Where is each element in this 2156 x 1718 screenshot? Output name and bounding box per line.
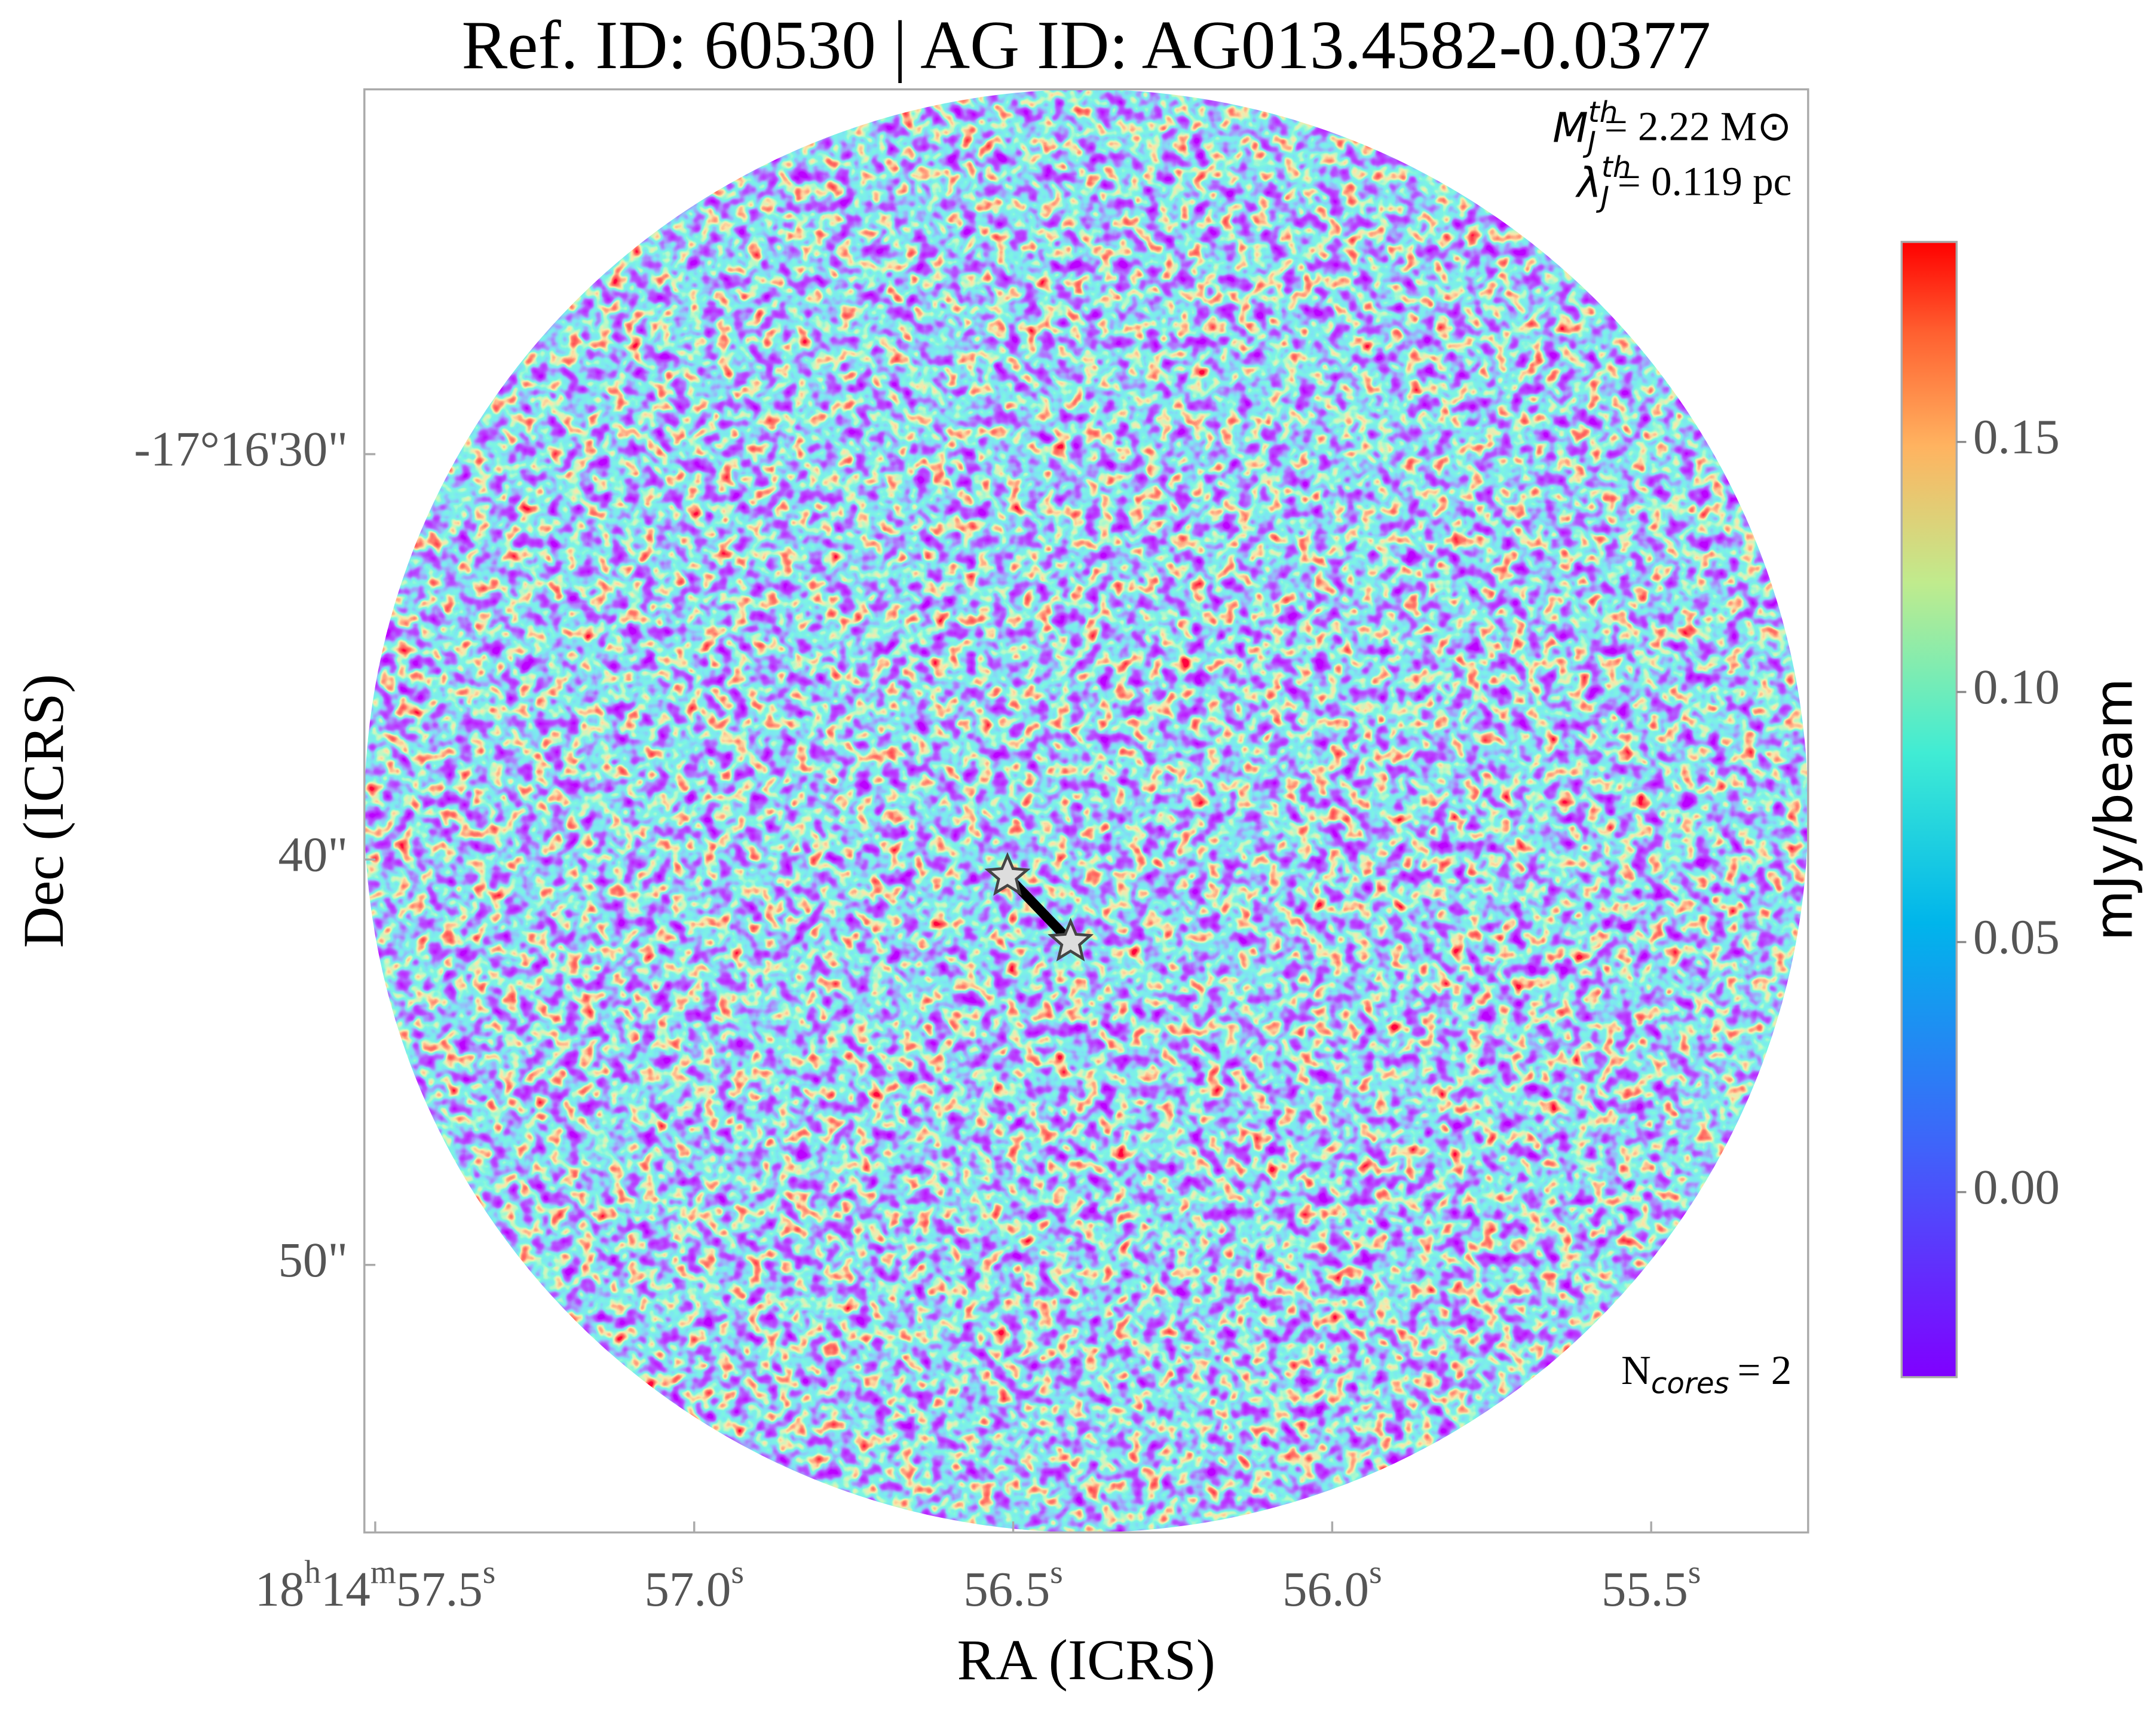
annotation-sup: th [1601, 151, 1631, 184]
tick-label-part: m [370, 1553, 396, 1590]
x-tick-label: 56.0s [1282, 1553, 1382, 1616]
tick-label-part: h [304, 1553, 321, 1590]
y-tick-label: -17°16'30" [134, 421, 348, 476]
annotation: Ncores = 2 [1621, 1348, 1791, 1401]
annotation-rest: = 2.22 M⊙ [1604, 103, 1791, 149]
x-axis-label: RA (ICRS) [957, 1628, 1215, 1692]
tick-label-part: s [1369, 1553, 1382, 1590]
tick-label-part: 56.5 [963, 1561, 1050, 1616]
chart-title: Ref. ID: 60530 | AG ID: AG013.4582-0.037… [462, 7, 1711, 83]
tick-label-part: 14 [321, 1561, 370, 1616]
colorbar [1900, 241, 1958, 1379]
annotation-rest: = 0.119 pc [1618, 158, 1791, 204]
x-tick-label: 18h14m57.5s [255, 1553, 496, 1616]
annotation-sub: cores [1651, 1367, 1729, 1400]
colorbar-tick-label: 0.10 [1973, 659, 2060, 714]
tick-label-part: s [1688, 1553, 1701, 1590]
annotation-rest: = 2 [1738, 1348, 1792, 1393]
y-tick-label: 50" [278, 1232, 348, 1287]
colorbar-tick-label: 0.15 [1973, 409, 2060, 464]
core-marker [1048, 917, 1094, 961]
tick-label-part: 57.0 [645, 1561, 731, 1616]
colorbar-tick-label: 0.05 [1973, 909, 2060, 964]
colorbar-tick-label: 0.00 [1973, 1159, 2060, 1214]
annotation: λth J = 0.119 pc [1575, 151, 1791, 215]
x-tick-label: 55.5s [1601, 1553, 1701, 1616]
intensity-map [364, 89, 1808, 1533]
tick-label-part: 55.5 [1601, 1561, 1688, 1616]
annotation-sup: th [1588, 96, 1618, 129]
tick-label-part: s [483, 1553, 495, 1590]
plot-frame [363, 88, 1809, 1534]
tick-label-part: 18 [255, 1561, 305, 1616]
tick-label-part: 56.0 [1282, 1561, 1369, 1616]
tick-label-part: s [731, 1553, 743, 1590]
annotation-text: M [1552, 105, 1588, 152]
annotation-text: N [1621, 1348, 1651, 1393]
y-axis-label: Dec (ICRS) [11, 674, 75, 948]
tick-label-part: 57.5 [396, 1561, 483, 1616]
tick-label-part: s [1050, 1553, 1062, 1590]
core-marker [984, 852, 1031, 896]
y-tick-label: 40" [278, 826, 348, 881]
x-tick-label: 57.0s [645, 1553, 744, 1616]
noise-map [364, 89, 1808, 1533]
annotation: Mth J = 2.22 M⊙ [1552, 96, 1791, 160]
x-tick-label: 56.5s [963, 1553, 1062, 1616]
colorbar-label: mJy/beam [2083, 678, 2144, 941]
annotation-text: λ [1575, 160, 1601, 207]
